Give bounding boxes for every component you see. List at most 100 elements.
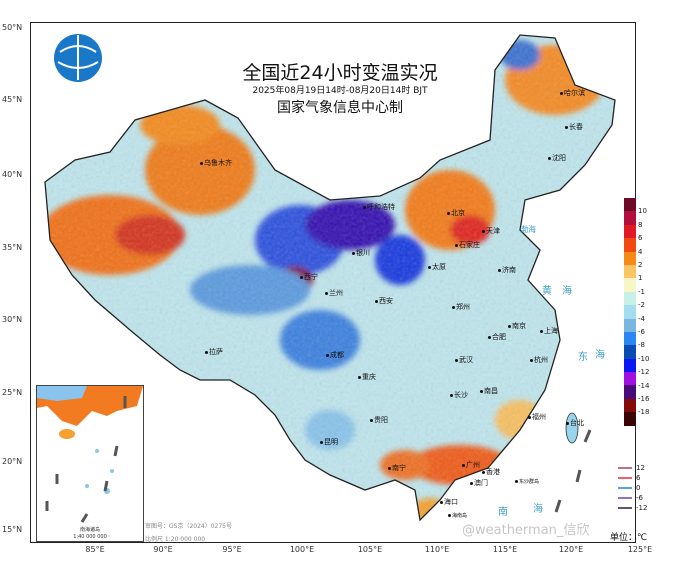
color-bar-segment bbox=[624, 291, 636, 306]
contour-legend-item: -6 bbox=[618, 493, 647, 503]
color-bar-label: -16 bbox=[638, 395, 650, 403]
contour-label: -12 bbox=[636, 504, 648, 512]
contour-line-swatch bbox=[618, 467, 632, 469]
color-bar-segment bbox=[624, 358, 636, 373]
lon-label: 85°E bbox=[85, 545, 105, 554]
city-label: 香港 bbox=[482, 467, 500, 477]
lon-label: 115°E bbox=[492, 545, 518, 554]
color-bar-label: 1 bbox=[638, 274, 643, 283]
contour-line-swatch bbox=[618, 477, 632, 479]
city-label: 北京 bbox=[447, 208, 465, 218]
city-label: 乌鲁木齐 bbox=[200, 158, 232, 168]
city-label: 南京 bbox=[508, 321, 526, 331]
lat-label: 20°N bbox=[2, 457, 23, 466]
city-label: 西宁 bbox=[300, 272, 318, 282]
city-label: 杭州 bbox=[530, 355, 548, 365]
city-label: 广州 bbox=[462, 460, 480, 470]
lon-label: 110°E bbox=[424, 545, 450, 554]
city-label: 昆明 bbox=[320, 437, 338, 447]
city-label: 南昌 bbox=[480, 386, 498, 396]
map-scale: 比例尺 1:20 000 000 bbox=[145, 536, 206, 543]
contour-label: -6 bbox=[636, 494, 643, 502]
color-bar-segment bbox=[624, 412, 636, 426]
city-label: 武汉 bbox=[455, 355, 473, 365]
map-title: 全国近24小时变温实况 bbox=[242, 62, 438, 84]
city-label: 郑州 bbox=[452, 302, 470, 312]
nine-dash-line bbox=[554, 429, 592, 513]
unit-label: 单位：℃ bbox=[610, 533, 648, 543]
sea-label: 海 bbox=[533, 504, 543, 515]
color-bar-label: -6 bbox=[638, 328, 645, 336]
island-label: 东沙群岛 bbox=[515, 478, 539, 485]
island-label: 海南岛 bbox=[448, 512, 467, 519]
lon-label: 95°E bbox=[222, 545, 242, 554]
city-label: 长沙 bbox=[450, 390, 468, 400]
color-bar-label: -8 bbox=[638, 341, 645, 350]
city-label: 长春 bbox=[565, 122, 583, 132]
color-bar-segment bbox=[624, 345, 636, 359]
china-border bbox=[44, 34, 616, 522]
color-bar-segment bbox=[624, 331, 636, 346]
city-label: 银川 bbox=[352, 248, 370, 258]
lon-label: 90°E bbox=[153, 545, 173, 554]
color-bar-segment bbox=[624, 372, 636, 386]
color-bar-label: 8 bbox=[638, 220, 643, 229]
color-bar-segment bbox=[624, 305, 636, 319]
lat-label: 40°N bbox=[2, 170, 23, 179]
lon-label: 100°E bbox=[289, 545, 315, 554]
city-label: 太原 bbox=[428, 262, 446, 272]
lat-label: 30°N bbox=[2, 315, 23, 324]
city-label: 沈阳 bbox=[548, 153, 566, 163]
contour-legend-item: 6 bbox=[618, 473, 647, 483]
sea-label: 海 bbox=[562, 286, 572, 297]
south-china-sea-inset: 南海诸岛 1:40 000 000 bbox=[36, 385, 144, 542]
watermark: @weatherman_信欣 bbox=[462, 523, 590, 538]
contour-line-swatch bbox=[618, 487, 632, 489]
logo bbox=[54, 34, 102, 82]
city-label: 济南 bbox=[498, 265, 516, 275]
city-label: 哈尔滨 bbox=[560, 88, 585, 98]
color-bar-label: 4 bbox=[638, 247, 643, 256]
color-bar-label: 10 bbox=[638, 207, 647, 216]
map-subtitle: 2025年08月19日14时-08月20日14时 BJT bbox=[252, 86, 428, 96]
city-label: 贵阳 bbox=[370, 415, 388, 425]
color-bar-segment bbox=[624, 251, 636, 265]
map-producer: 国家气象信息中心制 bbox=[277, 100, 403, 116]
sea-label: 黄 bbox=[542, 286, 552, 297]
color-bar-label: -14 bbox=[638, 381, 650, 390]
city-label: 福州 bbox=[528, 412, 546, 422]
city-label: 台北 bbox=[566, 418, 584, 428]
color-bar-segment bbox=[624, 398, 636, 413]
contour-legend-item: -12 bbox=[618, 503, 647, 513]
lat-label: 45°N bbox=[2, 95, 23, 104]
city-label: 石家庄 bbox=[455, 240, 480, 250]
city-label: 合肥 bbox=[488, 332, 506, 342]
lon-label: 120°E bbox=[558, 545, 584, 554]
color-bar-label: -2 bbox=[638, 301, 645, 310]
contour-legend-item: 0 bbox=[618, 483, 647, 493]
color-bar-segment bbox=[624, 211, 636, 225]
sea-label: 东 bbox=[578, 352, 588, 363]
color-bar bbox=[624, 198, 636, 426]
city-label: 成都 bbox=[326, 350, 344, 360]
sea-label: 海 bbox=[595, 350, 605, 361]
city-label: 兰州 bbox=[325, 288, 343, 298]
lat-label: 50°N bbox=[2, 23, 23, 32]
inset-scale: 1:40 000 000 bbox=[73, 534, 107, 540]
contour-legend: 12 6 0 -6 -12 bbox=[618, 463, 647, 513]
contour-label: 0 bbox=[636, 484, 641, 492]
color-bar-segment bbox=[624, 385, 636, 399]
color-bar-label: -18 bbox=[638, 408, 650, 417]
city-label: 重庆 bbox=[358, 372, 376, 382]
lat-label: 25°N bbox=[2, 388, 23, 397]
city-label: 澳门 bbox=[470, 478, 488, 488]
sea-label: 渤海 bbox=[520, 225, 536, 234]
color-bar-label: -10 bbox=[638, 354, 650, 363]
review-number: 审图号：GS京（2024）0275号 bbox=[145, 523, 232, 530]
contour-legend-item: 12 bbox=[618, 463, 647, 473]
color-bar-segment bbox=[624, 238, 636, 252]
city-label: 海口 bbox=[440, 497, 458, 507]
color-bar-segment bbox=[624, 224, 636, 239]
color-bar-label: 6 bbox=[638, 234, 643, 243]
color-bar-label: -12 bbox=[638, 368, 650, 377]
